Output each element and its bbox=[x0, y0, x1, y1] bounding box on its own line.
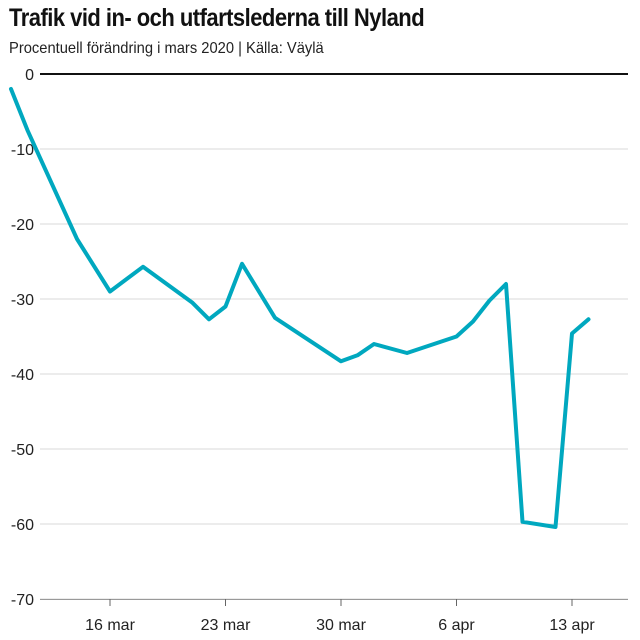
x-tick-label: 23 mar bbox=[201, 617, 251, 634]
chart-subtitle: Procentuell förändring i mars 2020 | Käl… bbox=[9, 40, 324, 57]
y-tick-label: -10 bbox=[11, 142, 34, 159]
axis-layer: 0 -10 -20 -30 -40 -50 -60 -70 16 mar 23 mar 30 mar… bbox=[11, 67, 628, 634]
x-tick-label: 16 mar bbox=[85, 617, 135, 634]
y-tick-label: -70 bbox=[11, 592, 34, 609]
x-tick-label: 6 apr bbox=[438, 617, 475, 634]
series-layer bbox=[9, 87, 591, 529]
y-tick-label: -20 bbox=[11, 217, 34, 234]
chart-title: Trafik vid in- och utfartslederna till N… bbox=[9, 4, 425, 32]
x-tick-label: 30 mar bbox=[316, 617, 366, 634]
grid-layer bbox=[40, 73, 628, 600]
series-line bbox=[9, 87, 591, 529]
x-tick-label: 13 apr bbox=[549, 617, 595, 634]
y-tick-label: -50 bbox=[11, 442, 34, 459]
y-tick-label: -60 bbox=[11, 517, 34, 534]
y-tick-label: 0 bbox=[25, 67, 34, 84]
y-tick-label: -30 bbox=[11, 292, 34, 309]
y-tick-label: -40 bbox=[11, 367, 34, 384]
